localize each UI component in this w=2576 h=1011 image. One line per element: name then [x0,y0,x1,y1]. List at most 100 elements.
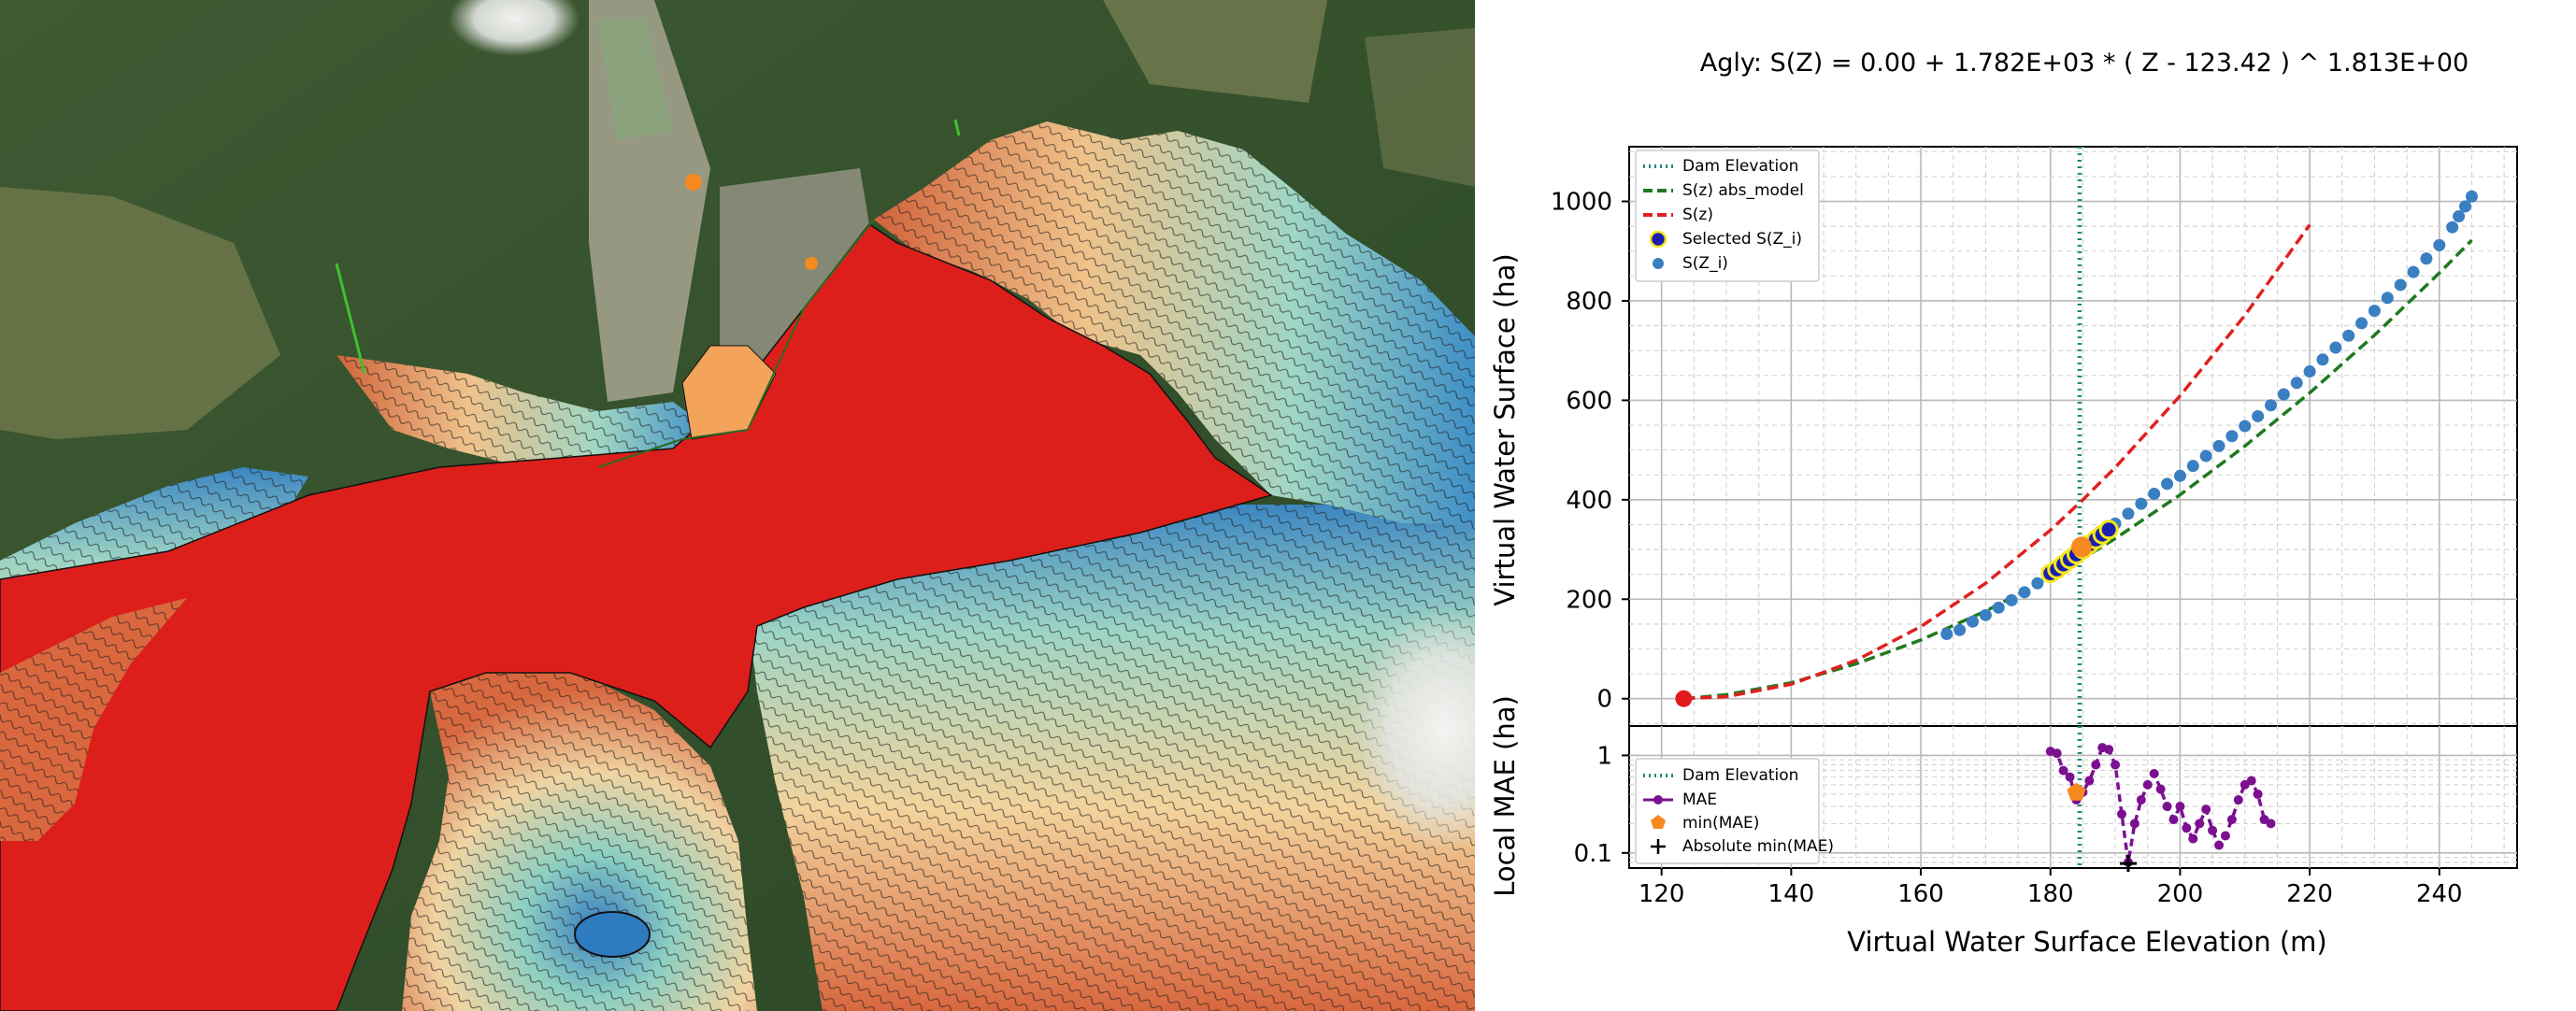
szi-point [2420,252,2433,265]
mae-point [2052,748,2062,759]
legend-label: Dam Elevation [1682,157,1798,176]
szi-point [2018,586,2031,599]
legend-label: min(MAE) [1682,814,1759,833]
mae-point [2208,825,2218,835]
mae-point [2175,802,2185,812]
x-tick-label: 200 [2157,880,2204,908]
szi-point [2381,292,2394,305]
y-axis-label-mae: Local MAE (ha) [1489,695,1521,897]
mae-point [2058,765,2068,776]
cloud [1351,607,1475,850]
szi-point [2394,278,2407,292]
x-tick-label: 220 [2286,880,2333,908]
inner-slope [0,598,187,841]
mae-plot-marks [2045,726,2276,873]
chart-title: Agly: S(Z) = 0.00 + 1.782E+03 * ( Z - 12… [1700,49,2469,78]
szi-point [2225,430,2239,443]
reservoir-map [0,0,1475,1011]
mae-point [2111,760,2121,770]
legend-item-dam-elevation: Dam Elevation [1643,157,1798,176]
legend-item-mae: MAE [1643,790,1717,809]
legend-item-szi: S(Z_i) [1653,254,1728,273]
y-tick-label: 1 [1596,742,1612,770]
szi-point [2135,497,2148,510]
szi-point [2368,305,2381,318]
szi-point [1992,601,2005,614]
mae-point [2266,819,2276,829]
field-area [1103,0,1327,103]
mae-point [2117,809,2127,819]
szi-point [2161,477,2174,491]
szi-point [1967,615,1980,628]
sz-curve [1683,223,2311,701]
dam-path [953,119,961,136]
szi-point [2407,265,2420,278]
origin-marker [1675,690,1693,707]
szi-point [2342,329,2355,342]
y-tick-label: 1000 [1551,189,1612,217]
mae-point [2195,819,2205,829]
chart-area: Agly: S(Z) = 0.00 + 1.782E+03 * ( Z - 12… [1489,49,2518,958]
mae-point [2253,789,2263,799]
mae-point [2149,768,2159,778]
szi-point [2031,577,2044,590]
dam-face [681,345,777,440]
main-y-ticks: 0 200 400 600 800 1000 [1551,189,1629,714]
mae-point [2182,823,2192,833]
mae-point [2136,795,2146,805]
legend-item-min-mae: min(MAE) [1651,814,1759,833]
szi-point [2316,353,2329,366]
x-axis-label: Virtual Water Surface Elevation (m) [1847,926,2326,958]
szi-point [2199,449,2212,463]
y-tick-label: 0.1 [1574,840,1612,868]
mae-point [2201,805,2211,815]
szi-point [2252,409,2265,422]
field-area [1365,28,1475,187]
mae-point [2142,779,2153,790]
selected-center-marker [2071,536,2093,558]
legend-item-abs-min-mae: Absolute min(MAE) [1651,837,1834,856]
y-tick-label: 400 [1566,487,1612,515]
szi-point [1953,623,1967,636]
mae-point [2129,819,2140,829]
mae-plot-frame [1628,725,2518,869]
mae-point [2091,760,2101,770]
main-legend: Dam Elevation S(z) abs_model S(z) Select… [1635,150,1820,282]
mae-point [2065,772,2075,782]
szi-point [2239,420,2252,433]
szi-point [2005,593,2018,606]
mae-point [2188,833,2198,844]
x-tick-label: 240 [2416,880,2463,908]
mae-point [2084,776,2095,786]
x-tick-label: 180 [2027,880,2074,908]
szi-point [2453,210,2466,223]
mae-point [2246,776,2256,786]
legend-item-dam-elevation: Dam Elevation [1643,766,1798,785]
szi-point [2329,341,2342,354]
szi-point [2173,469,2186,482]
terrain-contour-layer [0,121,1475,1011]
x-tick-label: 120 [1639,880,1685,908]
szi-point [1940,628,1953,641]
y-axis-label-main: Virtual Water Surface (ha) [1489,253,1521,605]
x-tick-label: 160 [1897,880,1944,908]
dam-path [335,263,366,375]
szi-point [2303,365,2316,378]
szi-point [1979,608,1992,621]
mae-legend: Dam Elevation MAE min(MAE) Absolute min(… [1635,758,1834,864]
mae-point [2155,784,2166,794]
abs-min-mae-marker [2119,855,2137,873]
szi-point [2433,238,2446,251]
legend-label: Dam Elevation [1682,766,1798,785]
y-tick-label: 200 [1566,586,1612,614]
szi-point [2355,317,2368,330]
szi-point [2465,190,2478,203]
y-tick-label: 0 [1596,686,1612,714]
legend-item-abs-model: S(z) abs_model [1643,181,1804,200]
legend-item-sz: S(z) [1643,206,1713,224]
dam-location-marker [685,174,702,191]
szi-point [2148,487,2161,500]
dam-location-marker [805,257,818,270]
legend-label: S(z) [1682,206,1713,224]
mae-point [2168,815,2179,825]
